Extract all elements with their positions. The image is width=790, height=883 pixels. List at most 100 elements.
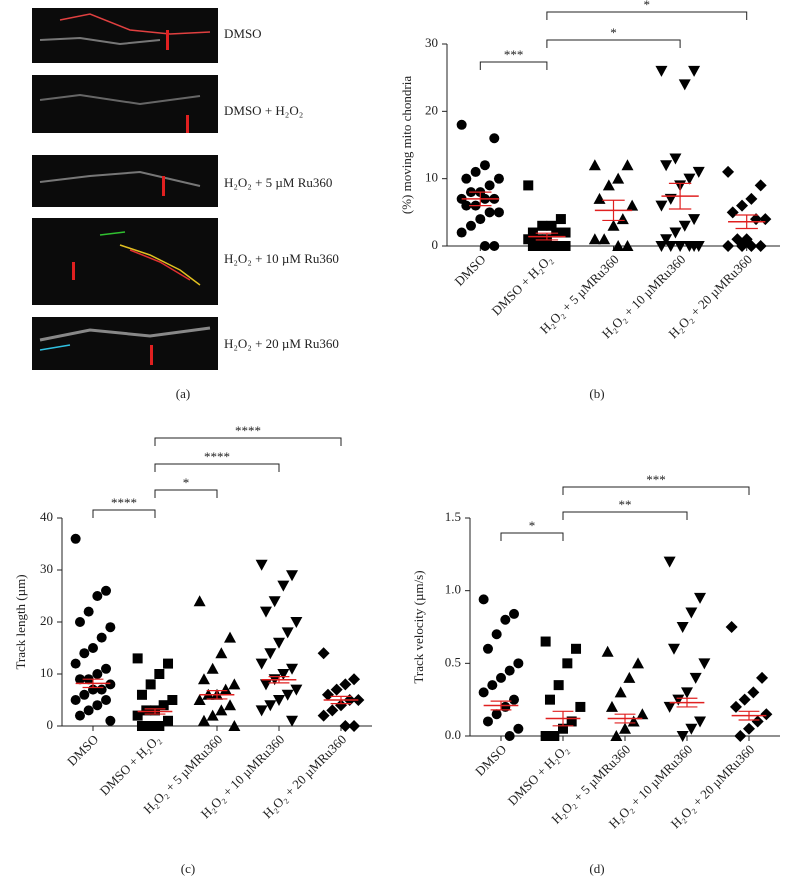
y-tick-label: 0 — [432, 237, 439, 252]
data-point — [317, 709, 330, 722]
data-point — [465, 220, 476, 231]
data-point — [685, 723, 698, 735]
data-point — [273, 695, 285, 706]
data-point — [167, 695, 178, 705]
condition-label: H₂O₂ + 20 µM Ru360 — [224, 336, 339, 351]
condition-label: H₂O₂ + 5 µM Ru360 — [224, 175, 332, 190]
data-point — [632, 657, 645, 669]
data-point — [555, 214, 566, 225]
data-point — [544, 694, 555, 705]
data-point — [348, 720, 361, 732]
data-point — [482, 643, 493, 654]
data-point — [493, 173, 504, 184]
panel-caption: (d) — [589, 861, 604, 876]
data-point — [688, 214, 701, 226]
data-point — [669, 227, 682, 239]
data-point — [562, 658, 573, 669]
data-point — [281, 689, 294, 701]
data-point — [537, 241, 548, 251]
data-point — [79, 648, 90, 659]
data-point — [193, 694, 206, 705]
data-point — [479, 241, 490, 251]
data-point — [348, 673, 361, 686]
data-point — [751, 715, 764, 728]
x-tick-label: DMSO + H₂O₂ — [505, 742, 572, 809]
micrograph — [32, 75, 218, 133]
data-point — [523, 180, 534, 191]
data-point — [621, 159, 634, 171]
significance-bracket — [562, 511, 688, 520]
data-point — [685, 607, 698, 619]
panel-a: DMSO DMSO + H₂O₂ H₂O₂ + 5 µM Ru360 H₂O₂ … — [32, 8, 339, 401]
data-point — [655, 241, 668, 252]
scale-bar — [166, 30, 169, 50]
scale-bar — [150, 345, 153, 365]
data-point — [549, 731, 560, 741]
data-point — [558, 723, 568, 734]
data-point — [754, 240, 767, 252]
data-point — [504, 665, 515, 676]
data-point — [105, 679, 116, 690]
data-point — [491, 709, 502, 720]
data-point — [255, 559, 268, 571]
y-axis-title: (%) moving mito chondria — [399, 76, 414, 215]
significance-label: *** — [646, 472, 666, 487]
data-point — [509, 694, 520, 705]
significance-label: *** — [504, 47, 524, 62]
data-point — [70, 658, 81, 669]
data-point — [96, 684, 107, 695]
data-point — [621, 240, 634, 251]
x-tick-label: DMSO + H₂O₂ — [97, 732, 164, 799]
data-point — [277, 580, 290, 592]
data-point — [224, 631, 237, 643]
data-point — [491, 629, 502, 640]
data-point — [145, 679, 156, 690]
data-point — [470, 166, 481, 177]
panel-caption: (b) — [589, 386, 604, 401]
data-point — [321, 688, 334, 701]
data-point — [335, 699, 347, 712]
y-tick-label: 0.0 — [445, 727, 461, 742]
data-point — [215, 647, 228, 659]
data-point — [553, 680, 564, 691]
y-tick-label: 10 — [40, 665, 53, 680]
data-point — [101, 585, 112, 596]
panel-caption: (a) — [176, 386, 190, 401]
data-point — [722, 165, 735, 178]
data-point — [537, 220, 548, 231]
data-point — [593, 192, 606, 204]
data-point — [725, 621, 738, 633]
data-point — [493, 207, 504, 218]
data-point — [688, 241, 701, 252]
data-point — [513, 658, 524, 669]
data-point — [228, 720, 241, 731]
data-point — [83, 705, 94, 716]
data-point — [141, 705, 152, 716]
data-point — [523, 234, 534, 245]
data-point — [736, 240, 749, 252]
data-point — [163, 658, 174, 669]
y-tick-label: 30 — [40, 561, 53, 576]
data-point — [760, 708, 773, 721]
data-point — [215, 704, 228, 716]
data-point — [286, 663, 299, 675]
data-point — [681, 687, 693, 699]
data-point — [566, 716, 577, 727]
data-point — [268, 596, 281, 608]
data-point — [504, 731, 515, 741]
data-point — [663, 556, 676, 568]
data-point — [692, 166, 705, 178]
data-point — [571, 643, 582, 654]
data-point — [500, 614, 511, 625]
data-point — [228, 678, 241, 690]
data-point — [487, 680, 498, 691]
data-point — [560, 241, 571, 251]
data-point — [694, 592, 707, 604]
data-point — [88, 643, 98, 653]
data-point — [326, 704, 339, 717]
data-point — [461, 200, 472, 211]
x-tick-label: DMSO — [472, 742, 509, 779]
data-point — [290, 684, 303, 696]
data-point — [527, 241, 538, 251]
data-point — [74, 710, 85, 721]
